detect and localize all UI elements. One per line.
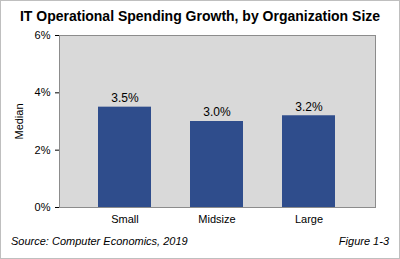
html-text:Figure 1-3: Figure 1-3 [338, 235, 389, 247]
svg-text:2%: 2% [35, 144, 51, 156]
svg-text:Median: Median [13, 103, 25, 139]
svg-text:0%: 0% [35, 201, 51, 213]
svg-text:Midsize: Midsize [198, 213, 235, 225]
svg-text:6%: 6% [35, 29, 51, 41]
html-text:Source: Computer Economics, 20: Source: Computer Economics, 2019 [11, 235, 188, 247]
svg-text:Large: Large [295, 213, 323, 225]
svg-text:3.5%: 3.5% [111, 91, 139, 105]
svg-text:3.2%: 3.2% [295, 100, 323, 114]
html-text:IT Operational Spending Growth: IT Operational Spending Growth, by Organ… [19, 8, 381, 24]
svg-text:3.0%: 3.0% [203, 105, 231, 119]
svg-text:4%: 4% [35, 86, 51, 98]
svg-text:Small: Small [111, 213, 139, 225]
